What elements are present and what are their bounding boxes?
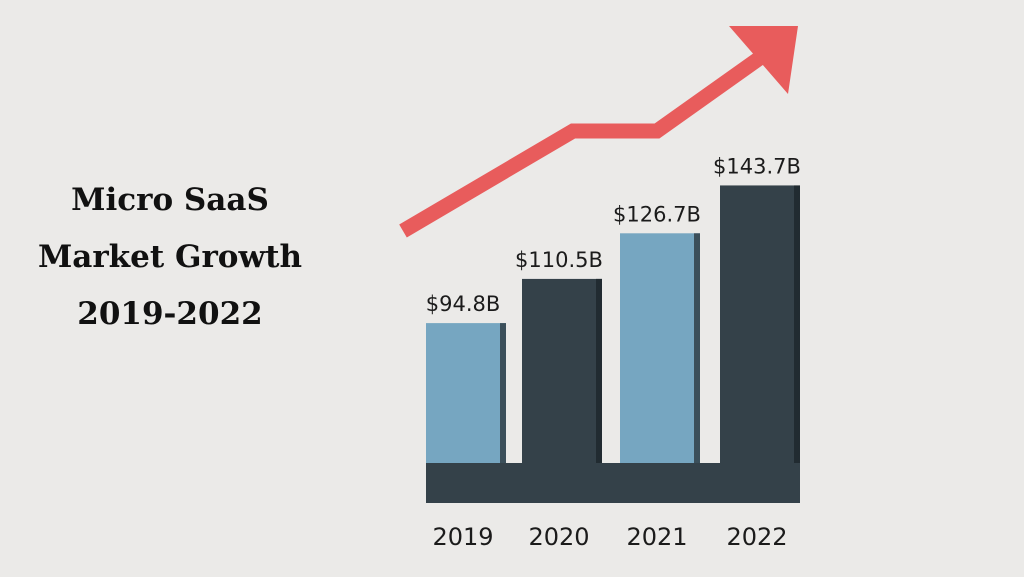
x-tick-label-2020: 2020 bbox=[528, 523, 589, 551]
trend-arrow-head bbox=[729, 26, 798, 94]
chart-title-line-1: Micro SaaS bbox=[71, 182, 269, 218]
value-label-2021: $126.7B bbox=[613, 202, 701, 226]
bar-shadow-2022 bbox=[794, 185, 800, 463]
x-tick-label-2021: 2021 bbox=[626, 523, 687, 551]
chart-title-line-2: Market Growth bbox=[37, 239, 303, 275]
value-label-2019: $94.8B bbox=[426, 292, 501, 316]
x-tick-label-2022: 2022 bbox=[726, 523, 787, 551]
bar-2021 bbox=[620, 233, 700, 463]
chart-title: Micro SaaS Market Growth 2019-2022 bbox=[20, 172, 320, 343]
bar-2019 bbox=[426, 323, 506, 463]
chart-base bbox=[426, 463, 800, 503]
chart-title-line-3: 2019-2022 bbox=[77, 296, 263, 332]
bar-shadow-2021 bbox=[694, 233, 700, 463]
bar-shadow-2019 bbox=[500, 323, 506, 463]
bar-2022 bbox=[720, 185, 800, 463]
value-label-2022: $143.7B bbox=[713, 154, 801, 178]
x-tick-label-2019: 2019 bbox=[432, 523, 493, 551]
bar-2020 bbox=[522, 278, 602, 463]
bar-shadow-2020 bbox=[596, 278, 602, 463]
value-label-2020: $110.5B bbox=[515, 248, 603, 272]
trend-arrow-line bbox=[399, 48, 769, 238]
